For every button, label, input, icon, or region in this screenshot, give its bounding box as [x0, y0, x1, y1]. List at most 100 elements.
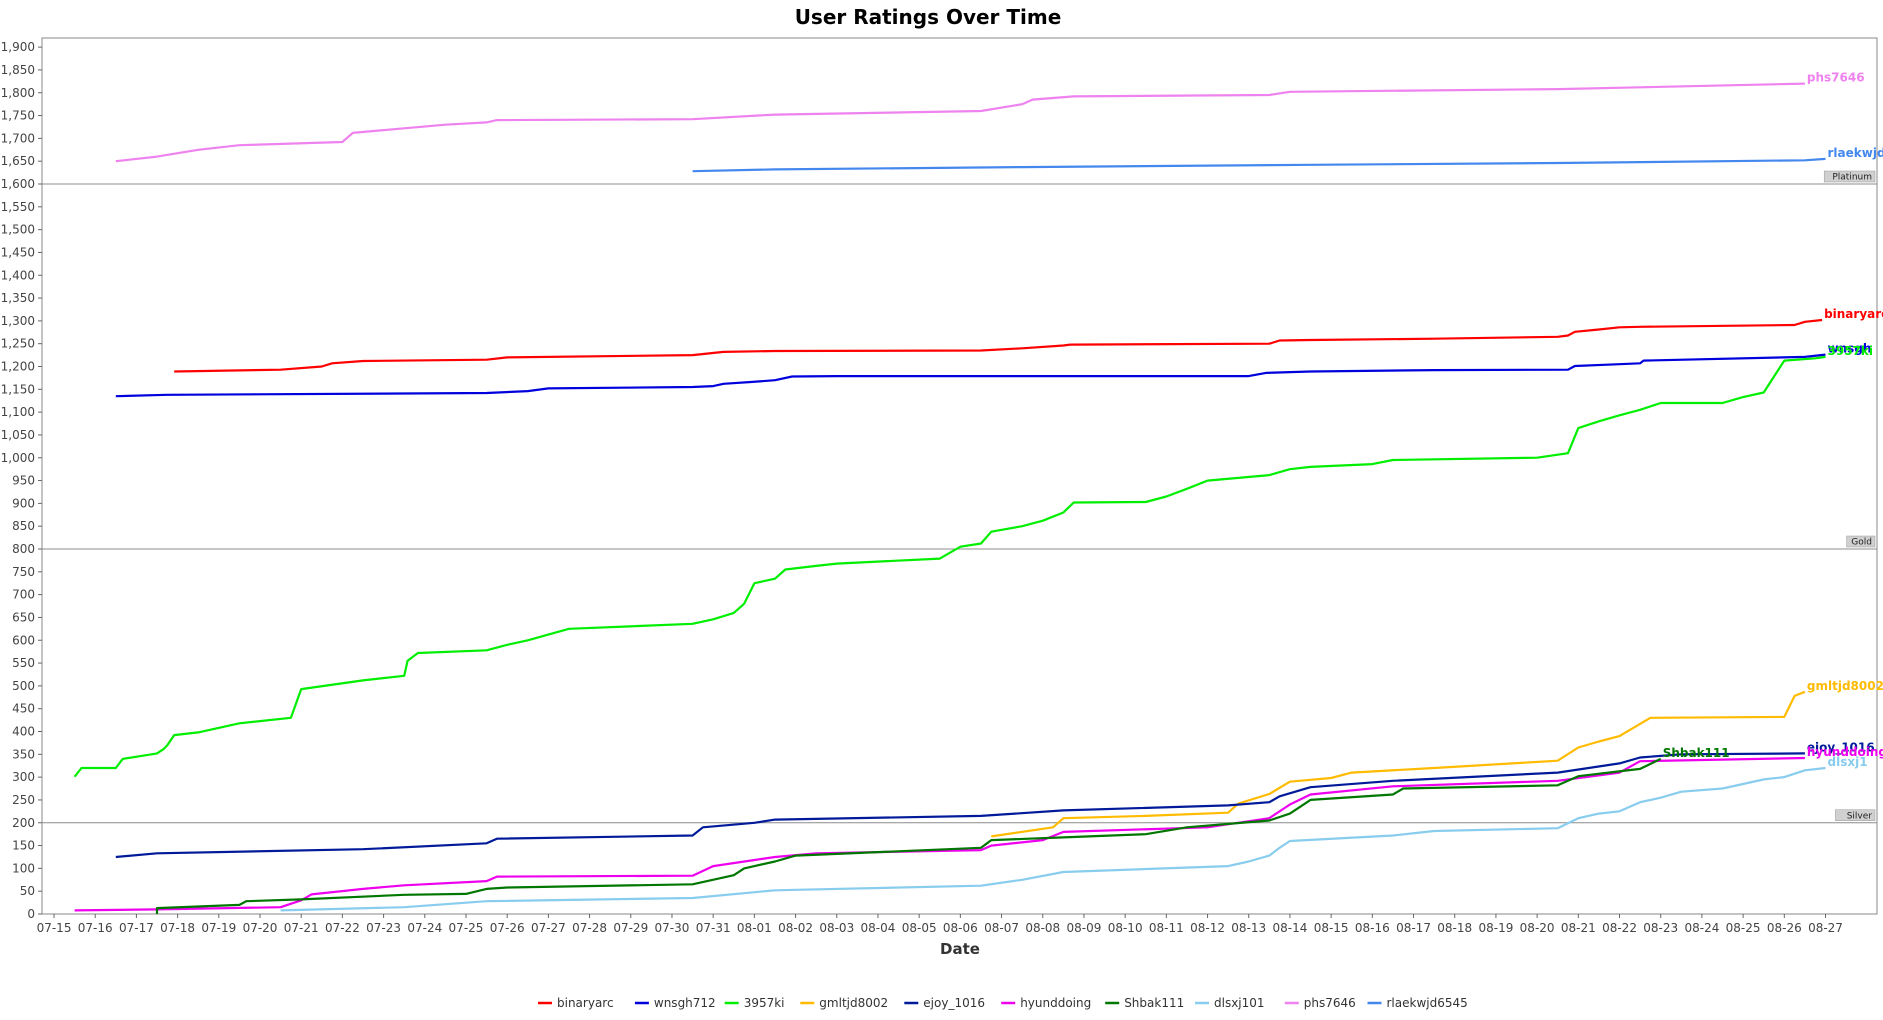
- tier-badge: [1846, 535, 1876, 548]
- y-tick-label: 200: [12, 816, 35, 830]
- x-tick-label: 07-31: [696, 921, 731, 935]
- x-tick-label: 07-28: [572, 921, 607, 935]
- y-tick-label: 1,150: [1, 382, 35, 396]
- x-tick-label: 08-16: [1355, 921, 1390, 935]
- y-tick-label: 600: [12, 633, 35, 647]
- y-tick-label: 900: [12, 496, 35, 510]
- y-tick-label: 1,400: [1, 268, 35, 282]
- y-tick-label: 300: [12, 770, 35, 784]
- y-axis: 0 50 100 150 200 250 300 350 400 450 500 550 600 650 7…: [1, 40, 42, 921]
- y-tick-label: 1,700: [1, 131, 35, 145]
- series-line-rlaekwjd6545: [692, 157, 1826, 173]
- series-line-gmltjd8002: [991, 690, 1806, 838]
- y-tick-label: 1,050: [1, 428, 35, 442]
- legend: binaryarc wnsgh712 3957ki gmltjd8002 ejoy_10…: [538, 996, 1468, 1010]
- x-tick-label: 08-24: [1684, 921, 1719, 935]
- x-tick-label: 08-20: [1520, 921, 1555, 935]
- x-tick-label: 07-15: [37, 921, 72, 935]
- x-tick-label: 08-23: [1643, 921, 1678, 935]
- y-tick-label: 850: [12, 519, 35, 533]
- x-tick-label: 07-18: [160, 921, 195, 935]
- y-tick-label: 1,650: [1, 154, 35, 168]
- x-tick-label: 08-11: [1149, 921, 1184, 935]
- y-tick-label: 1,200: [1, 360, 35, 374]
- x-tick-label: 08-18: [1437, 921, 1472, 935]
- tier-label-gold: Gold: [1851, 538, 1872, 548]
- x-tick-label: 08-22: [1602, 921, 1637, 935]
- x-tick-label: 07-30: [655, 921, 690, 935]
- y-tick-label: 750: [12, 565, 35, 579]
- x-tick-label: 08-10: [1108, 921, 1143, 935]
- y-tick-label: 150: [12, 839, 35, 853]
- x-tick-label: 07-19: [201, 921, 236, 935]
- x-tick-label: 08-06: [943, 921, 978, 935]
- y-tick-label: 450: [12, 702, 35, 716]
- y-tick-label: 1,800: [1, 86, 35, 100]
- x-tick-label: 07-17: [119, 921, 154, 935]
- y-tick-label: 1,550: [1, 200, 35, 214]
- y-tick-label: 700: [12, 588, 35, 602]
- y-tick-label: 1,900: [1, 40, 35, 54]
- series-line-3957ki: [73, 355, 1826, 778]
- y-tick-label: 1,750: [1, 109, 35, 123]
- legend-item-binaryarc: binaryarc: [557, 996, 614, 1010]
- x-tick-label: 08-15: [1314, 921, 1349, 935]
- series-end-label-3957ki: 3957ki: [1828, 344, 1874, 358]
- legend-item-dlsxj101: dlsxj101: [1214, 996, 1265, 1010]
- x-tick-label: 08-14: [1272, 921, 1307, 935]
- series-end-label-Shbak111: Shbak111: [1663, 746, 1730, 760]
- x-tick-label: 07-16: [78, 921, 113, 935]
- series-end-label-rlaekwjd6545: rlaekwjd65: [1828, 146, 1883, 160]
- series-line-dlsxj101: [280, 766, 1826, 912]
- series-end-label-ejoy_1016: ejoy_1016: [1807, 740, 1875, 755]
- tier-label-platinum: Platinum: [1832, 173, 1872, 183]
- y-tick-label: 250: [12, 793, 35, 807]
- legend-item-ejoy_1016: ejoy_1016: [923, 996, 985, 1010]
- x-tick-label: 08-27: [1808, 921, 1843, 935]
- x-tick-label: 07-25: [449, 921, 484, 935]
- plot-area: [41, 37, 1878, 915]
- tier-label-silver: Silver: [1847, 811, 1873, 821]
- y-tick-label: 1,600: [1, 177, 35, 191]
- x-tick-label: 07-26: [490, 921, 525, 935]
- series-lines: [73, 82, 1826, 914]
- y-tick-label: 650: [12, 610, 35, 624]
- y-tick-label: 1,850: [1, 63, 35, 77]
- x-axis: 07-15 07-16 07-17 07-18 07-19 07-20 07-21 07-22…: [37, 914, 1843, 935]
- x-tick-label: 07-20: [243, 921, 278, 935]
- y-tick-label: 50: [20, 884, 35, 898]
- series-line-wnsgh712: [115, 353, 1826, 398]
- x-tick-label: 07-23: [366, 921, 401, 935]
- x-tick-label: 08-19: [1478, 921, 1513, 935]
- x-tick-label: 08-03: [819, 921, 854, 935]
- y-tick-label: 1,100: [1, 405, 35, 419]
- series-line-Shbak111: [155, 757, 1662, 914]
- x-tick-label: 08-26: [1767, 921, 1802, 935]
- y-tick-label: 500: [12, 679, 35, 693]
- x-tick-label: 08-02: [778, 921, 813, 935]
- series-end-label-binaryarc: binaryarc: [1824, 307, 1883, 321]
- legend-item-3957ki: 3957ki: [744, 996, 785, 1010]
- y-tick-label: 1,000: [1, 451, 35, 465]
- x-tick-label: 08-25: [1726, 921, 1761, 935]
- x-tick-label: 08-09: [1067, 921, 1102, 935]
- x-tick-label: 07-27: [531, 921, 566, 935]
- series-end-label-phs7646: phs7646: [1807, 71, 1865, 85]
- y-tick-label: 1,250: [1, 337, 35, 351]
- chart-title: User Ratings Over Time: [795, 5, 1062, 29]
- x-tick-label: 08-07: [984, 921, 1019, 935]
- x-tick-label: 08-01: [737, 921, 772, 935]
- y-tick-label: 0: [27, 907, 35, 921]
- series-line-ejoy_1016: [115, 752, 1805, 859]
- y-tick-label: 1,350: [1, 291, 35, 305]
- x-tick-label: 07-29: [613, 921, 648, 935]
- y-tick-label: 100: [12, 861, 35, 875]
- series-line-phs7646: [115, 82, 1805, 163]
- y-tick-label: 550: [12, 656, 35, 670]
- x-tick-label: 07-21: [284, 921, 319, 935]
- y-tick-label: 1,450: [1, 245, 35, 259]
- y-tick-label: 350: [12, 747, 35, 761]
- x-axis-label: Date: [940, 940, 980, 958]
